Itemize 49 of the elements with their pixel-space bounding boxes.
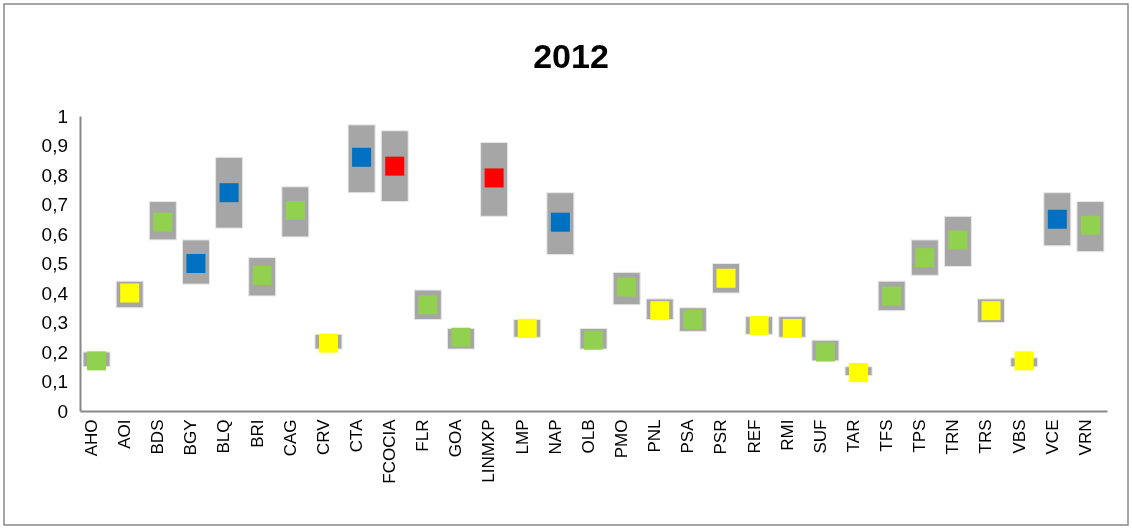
x-tick-label: TRS [976, 419, 996, 454]
x-tick-label: TRN [943, 419, 963, 455]
x-tick-label: TPS [910, 419, 930, 453]
y-tick-label: 0,6 [41, 223, 68, 245]
y-tick-label: 0,9 [41, 135, 68, 157]
y-tick-label: 0,2 [41, 341, 68, 363]
y-tick-label: 0,3 [41, 312, 68, 334]
x-tick-label: VBS [1009, 419, 1029, 454]
x-tick-label: SUF [810, 419, 830, 454]
chart-title: 2012 [533, 37, 609, 75]
x-tick-label: PMO [611, 419, 631, 459]
x-tick-label: BRI [247, 419, 267, 448]
y-tick-label: 0,8 [41, 164, 68, 186]
x-tick-label: BGY [181, 419, 201, 456]
x-tick-label: CTA [346, 418, 366, 453]
point [87, 351, 107, 371]
point [849, 363, 869, 383]
y-tick-label: 1 [57, 105, 68, 127]
x-tick-label: GOA [446, 418, 466, 458]
x-tick-label: AOI [115, 419, 135, 449]
x-tick-label: FLR [413, 419, 433, 452]
y-tick-label: 0,4 [41, 282, 69, 304]
x-tick-label: PSR [711, 419, 731, 455]
y-tick-label: 0,1 [41, 371, 68, 393]
x-tick-label: CRV [313, 418, 333, 456]
x-tick-label: CAG [280, 419, 300, 457]
x-tick-label: RMI [777, 419, 797, 451]
x-tick-label: REF [744, 419, 764, 454]
point [517, 318, 537, 338]
x-tick-label: TFS [877, 419, 897, 452]
point [1014, 351, 1034, 371]
x-tick-label: FCOCIA [380, 418, 400, 484]
point [749, 315, 769, 335]
y-tick-label: 0,7 [41, 194, 68, 216]
x-tick-label: TAR [843, 419, 863, 453]
x-tick-label: NAP [545, 419, 565, 455]
x-tick-label: LINMXP [479, 419, 499, 483]
x-tick-label: VRN [1075, 419, 1095, 456]
x-tick-label: BLQ [214, 419, 234, 454]
y-tick-label: 0 [57, 400, 68, 422]
x-tick-label: BDS [148, 419, 168, 455]
x-tick-label: LMP [512, 419, 532, 455]
x-tick-label: AHO [81, 419, 101, 457]
point [318, 333, 338, 353]
x-tick-label: PNL [645, 419, 665, 453]
x-tick-label: PSA [678, 418, 698, 454]
x-tick-label: VCE [1042, 419, 1062, 455]
y-tick-label: 0,5 [41, 253, 68, 275]
x-tick-label: OLB [578, 419, 598, 454]
